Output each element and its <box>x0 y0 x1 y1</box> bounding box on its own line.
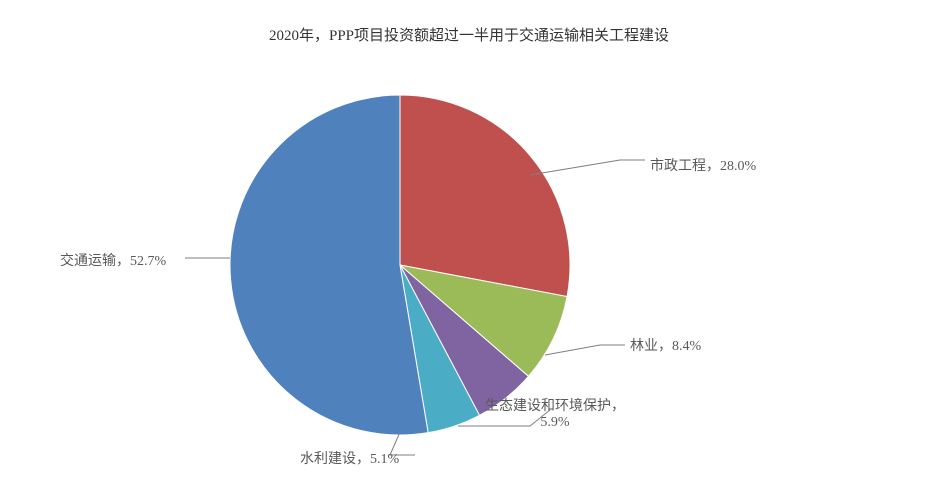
slice-label: 市政工程，28.0% <box>650 155 756 175</box>
slice-label: 水利建设，5.1% <box>300 448 399 468</box>
leader-line <box>530 160 645 175</box>
pie-slice <box>230 95 428 435</box>
slice-label: 林业，8.4% <box>630 335 701 355</box>
slice-label: 生态建设和环境保护， 5.9% <box>485 395 625 431</box>
pie-slice <box>400 95 570 297</box>
slice-label: 交通运输，52.7% <box>60 250 166 270</box>
chart-container: 2020年，PPP项目投资额超过一半用于交通运输相关工程建设 市政工程，28.0… <box>0 0 938 500</box>
leader-line <box>545 345 625 355</box>
